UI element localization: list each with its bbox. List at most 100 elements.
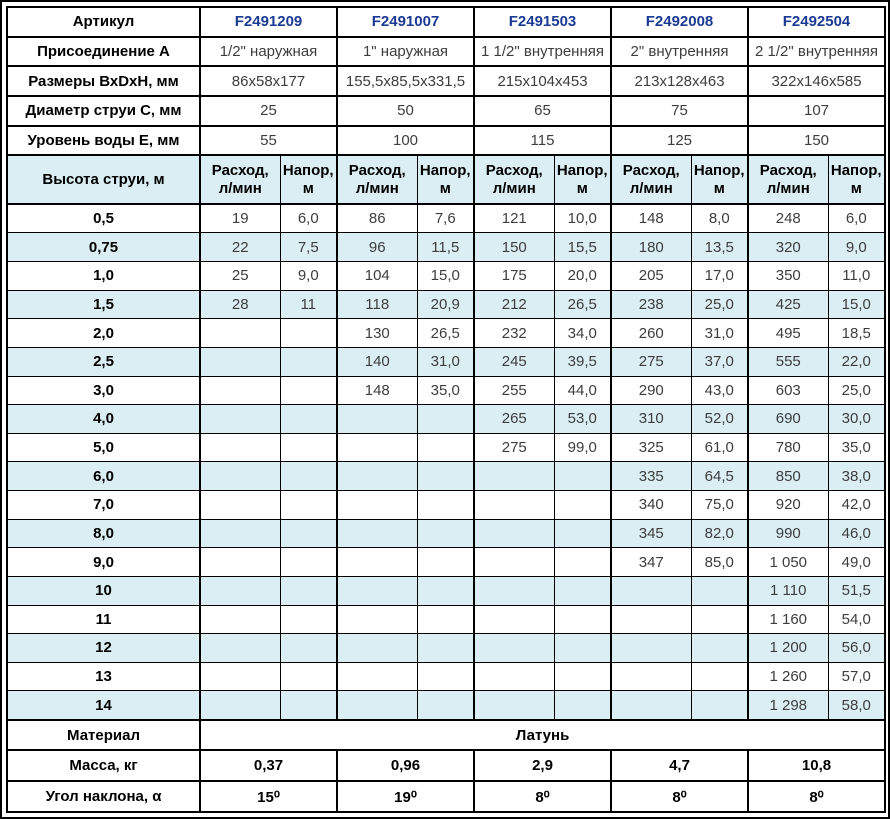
jet-row: 10 1 110 51,5	[6, 575, 886, 606]
flow-value-cell	[199, 461, 281, 492]
flow-value-cell	[610, 661, 692, 692]
flow-header: Расход, л/мин	[610, 154, 692, 206]
head-value-cell	[279, 346, 338, 377]
jet-height-cell: 1,0	[6, 261, 201, 291]
head-value-cell: 64,5	[690, 461, 749, 492]
head-value-cell	[279, 375, 338, 406]
head-value-cell	[553, 518, 612, 549]
flow-value-cell	[610, 575, 692, 606]
head-value-cell	[416, 604, 475, 635]
head-header: Напор, м	[690, 154, 749, 206]
article-cell: F2492504	[747, 6, 886, 38]
jet-height-cell: 9,0	[6, 547, 201, 577]
jet-row: 11 1 160 54,0	[6, 604, 886, 635]
flow-value-cell: 555	[747, 346, 829, 377]
flow-value-cell: 86	[336, 203, 418, 234]
head-value-cell	[279, 575, 338, 606]
head-value-cell	[553, 490, 612, 520]
spec-cell: 1 1/2" внутренняя	[473, 35, 612, 68]
bottom-section: Материал Латунь Масса, кг 0,37 0,96 2,9 …	[6, 718, 886, 813]
row-label: Присоединение А	[6, 35, 201, 68]
head-value-cell	[416, 490, 475, 520]
flow-value-cell: 19	[199, 203, 281, 234]
head-value-cell: 57,0	[827, 661, 886, 692]
flow-value-cell: 1 160	[747, 604, 829, 635]
head-value-cell: 56,0	[827, 633, 886, 663]
flow-value-cell: 850	[747, 461, 829, 492]
head-value-cell: 35,0	[416, 375, 475, 406]
mass-cell: 0,96	[336, 749, 475, 783]
row-label: Масса, кг	[6, 749, 201, 783]
head-value-cell	[279, 547, 338, 577]
head-value-cell	[279, 432, 338, 463]
flow-value-cell	[199, 575, 281, 606]
spec-cell: 322х146х585	[747, 65, 886, 98]
spec-row-jet-diameter: Диаметр струи С, мм 25 50 65 75 107	[6, 95, 886, 127]
flow-value-cell	[473, 547, 555, 577]
head-value-cell: 38,0	[827, 461, 886, 492]
article-cell: F2491209	[199, 6, 338, 38]
head-value-cell	[416, 404, 475, 434]
flow-value-cell	[473, 490, 555, 520]
head-value-cell: 35,0	[827, 432, 886, 463]
head-value-cell: 49,0	[827, 547, 886, 577]
flow-value-cell	[473, 690, 555, 721]
spec-cell: 213х128х463	[610, 65, 749, 98]
jet-height-cell: 0,5	[6, 203, 201, 234]
flow-value-cell	[336, 547, 418, 577]
flow-value-cell	[610, 604, 692, 635]
spec-row-article: Артикул F2491209 F2491007 F2491503 F2492…	[6, 6, 886, 38]
flow-value-cell: 175	[473, 261, 555, 291]
head-value-cell	[416, 575, 475, 606]
flow-value-cell: 22	[199, 232, 281, 263]
jet-height-cell: 1,5	[6, 289, 201, 320]
flow-header: Расход, л/мин	[747, 154, 829, 206]
flow-value-cell	[199, 604, 281, 635]
jet-row: 0,75 22 7,5 96 11,5 150 15,5 180 13,5 320 9,0	[6, 232, 886, 263]
head-value-cell	[690, 575, 749, 606]
head-value-cell	[416, 518, 475, 549]
jet-height-cell: 0,75	[6, 232, 201, 263]
jet-height-cell: 5,0	[6, 432, 201, 463]
flow-value-cell: 260	[610, 318, 692, 348]
head-value-cell: 31,0	[416, 346, 475, 377]
head-value-cell: 9,0	[279, 261, 338, 291]
flow-value-cell	[199, 318, 281, 348]
flow-value-cell: 265	[473, 404, 555, 434]
head-value-cell	[416, 690, 475, 721]
flow-value-cell	[336, 604, 418, 635]
head-value-cell: 11,5	[416, 232, 475, 263]
head-value-cell: 54,0	[827, 604, 886, 635]
flow-value-cell	[199, 404, 281, 434]
jet-height-cell: 6,0	[6, 461, 201, 492]
head-value-cell: 42,0	[827, 490, 886, 520]
head-value-cell	[690, 661, 749, 692]
jet-height-cell: 4,0	[6, 404, 201, 434]
angle-cell: 8⁰	[747, 780, 886, 813]
jet-height-cell: 12	[6, 633, 201, 663]
jet-height-cell: 14	[6, 690, 201, 721]
head-value-cell	[553, 547, 612, 577]
jet-row: 2,5 140 31,0 245 39,5 275 37,0 555 22,0	[6, 346, 886, 377]
flow-value-cell: 347	[610, 547, 692, 577]
head-value-cell: 82,0	[690, 518, 749, 549]
flow-value-cell: 140	[336, 346, 418, 377]
flow-value-cell	[336, 432, 418, 463]
flow-value-cell: 603	[747, 375, 829, 406]
flow-value-cell	[336, 461, 418, 492]
article-cell: F2492008	[610, 6, 749, 38]
spec-cell: 2" внутренняя	[610, 35, 749, 68]
head-value-cell: 18,5	[827, 318, 886, 348]
head-value-cell: 15,0	[827, 289, 886, 320]
head-value-cell	[416, 633, 475, 663]
head-header: Напор, м	[827, 154, 886, 206]
flow-value-cell: 690	[747, 404, 829, 434]
flow-value-cell	[199, 547, 281, 577]
jet-row: 4,0 265 53,0 310 52,0 690 30,0	[6, 404, 886, 434]
spec-cell: 55	[199, 124, 338, 157]
jet-row: 3,0 148 35,0 255 44,0 290 43,0 603 25,0	[6, 375, 886, 406]
spec-cell: 1/2" наружная	[199, 35, 338, 68]
flow-value-cell: 350	[747, 261, 829, 291]
head-value-cell	[416, 661, 475, 692]
